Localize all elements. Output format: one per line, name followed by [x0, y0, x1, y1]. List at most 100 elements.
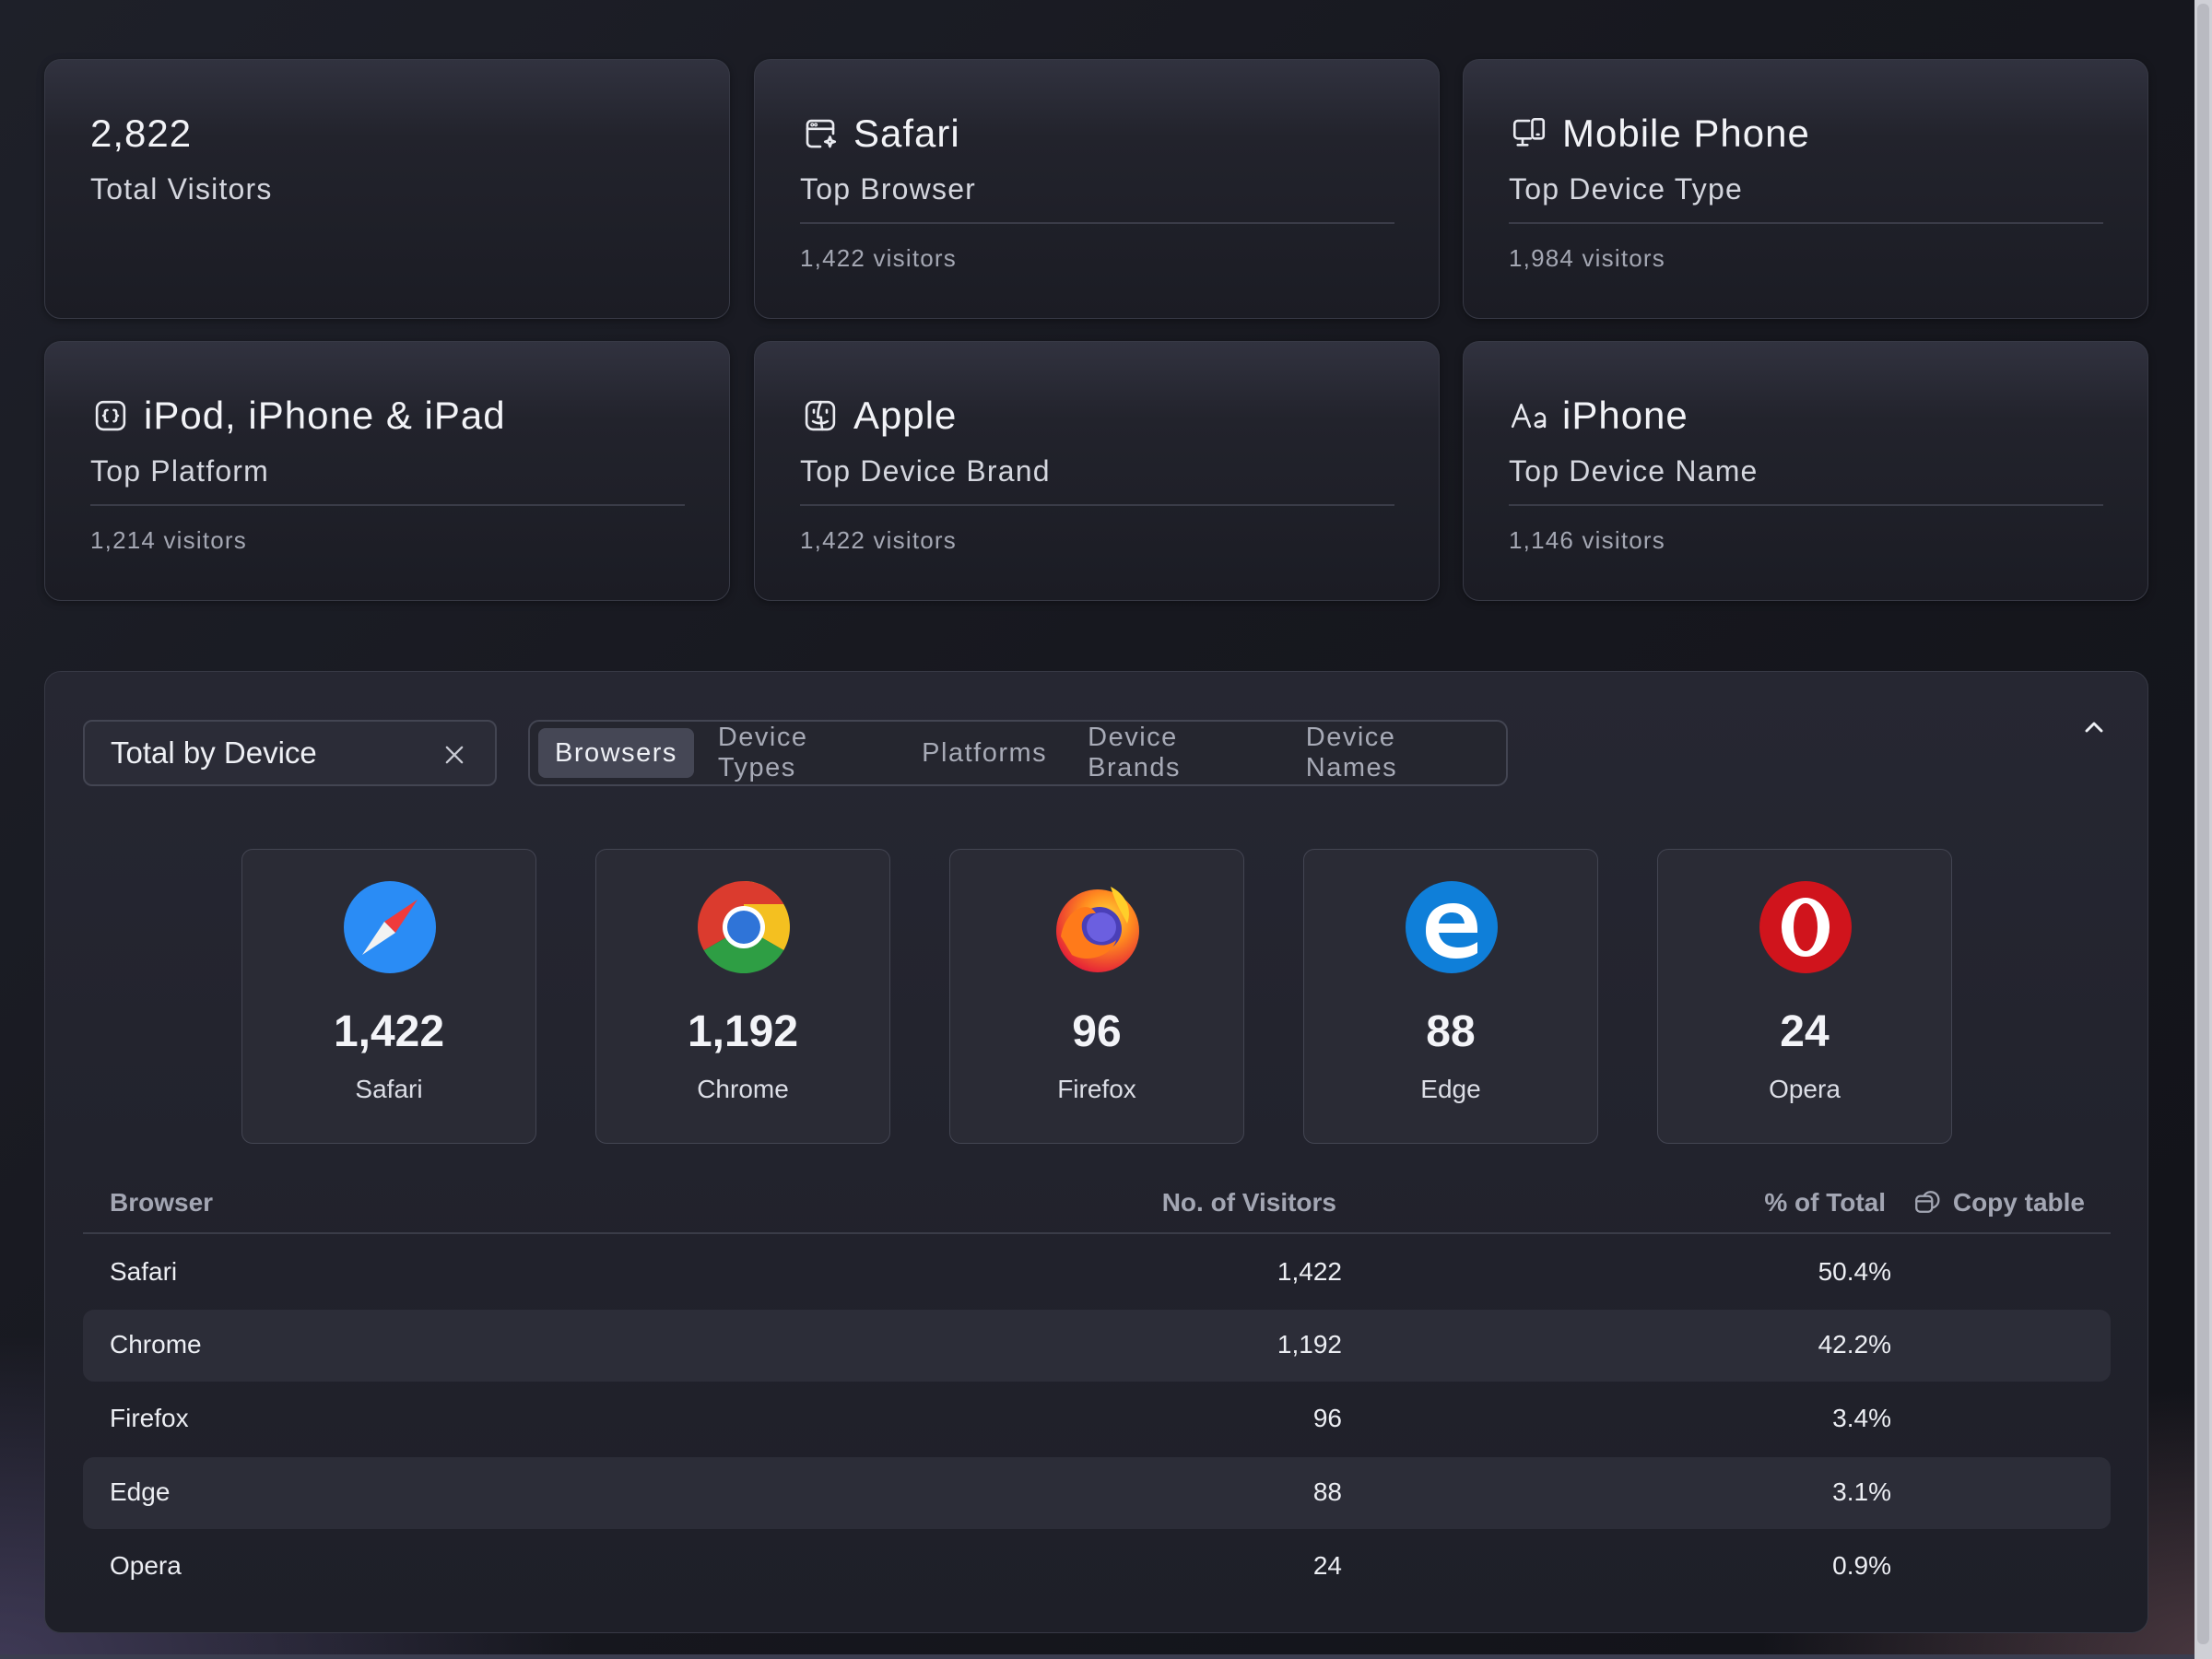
device-breakdown-panel: Total by Device Browsers Device Types Pl…: [44, 671, 2148, 1633]
stat-value-row: 2,822: [90, 108, 192, 159]
browser-count: 96: [1072, 1007, 1122, 1056]
cell-browser: Safari: [110, 1257, 178, 1286]
close-icon[interactable]: [441, 742, 467, 768]
table-row: Safari 1,422 50.4%: [83, 1237, 2111, 1309]
stat-card-top-browser: Safari Top Browser 1,422 visitors: [754, 59, 1440, 319]
cell-browser: Edge: [110, 1477, 171, 1506]
browser-name: Opera: [1769, 1075, 1841, 1103]
stat-visitors: 1,146 visitors: [1509, 526, 1665, 554]
stat-value: Safari: [853, 112, 960, 155]
browser-card-opera[interactable]: 24 Opera: [1657, 849, 1952, 1144]
code-square-icon: [90, 395, 131, 436]
tab-browsers[interactable]: Browsers: [538, 728, 694, 778]
browser-card-safari[interactable]: 1,422 Safari: [241, 849, 536, 1144]
copy-icon: [1912, 1184, 1944, 1220]
stat-value-row: Apple: [800, 390, 957, 441]
cell-percent: 3.4%: [1832, 1404, 1891, 1432]
stat-card-top-device-brand: Apple Top Device Brand 1,422 visitors: [754, 341, 1440, 601]
divider: [800, 504, 1394, 506]
browser-name: Safari: [355, 1075, 423, 1103]
browser-sparkle-icon: [800, 113, 841, 154]
browser-name: Edge: [1420, 1075, 1481, 1103]
finder-face-icon: [800, 395, 841, 436]
firefox-logo-icon: [1052, 881, 1144, 973]
stat-visitors: 1,984 visitors: [1509, 244, 1665, 272]
copy-table-label: Copy table: [1952, 1187, 2085, 1217]
stat-card-total-visitors: 2,822 Total Visitors: [44, 59, 730, 319]
chevron-up-icon[interactable]: [2079, 712, 2109, 742]
browser-card-edge[interactable]: 88 Edge: [1303, 849, 1598, 1144]
table-row: Firefox 96 3.4%: [83, 1383, 2111, 1455]
stat-visitors: 1,422 visitors: [800, 526, 957, 554]
table-row: Edge 88 3.1%: [83, 1457, 2111, 1529]
stat-label: Top Device Name: [1509, 454, 1759, 488]
tab-platforms[interactable]: Platforms: [922, 737, 1048, 768]
tab-device-names[interactable]: Device Names: [1305, 723, 1398, 782]
cell-browser: Firefox: [110, 1404, 189, 1432]
browser-count: 24: [1780, 1007, 1830, 1056]
cell-browser: Chrome: [110, 1330, 202, 1359]
safari-logo-icon: [344, 881, 436, 973]
cell-percent: 0.9%: [1832, 1551, 1891, 1580]
stat-value: 2,822: [90, 112, 193, 155]
stat-value: Apple: [853, 394, 958, 437]
table-row: Opera 24 0.9%: [83, 1531, 2111, 1603]
cell-browser: Opera: [110, 1551, 182, 1580]
filter-chip-label: Total by Device: [111, 735, 317, 770]
stat-card-top-platform: iPod, iPhone & iPad Top Platform 1,214 v…: [44, 341, 730, 601]
tab-device-types[interactable]: Device Types: [717, 723, 808, 782]
scrollbar-thumb[interactable]: [2197, 4, 2209, 1644]
stat-card-top-device-type: Mobile Phone Top Device Type 1,984 visit…: [1463, 59, 2148, 319]
cell-percent: 50.4%: [1818, 1257, 1891, 1286]
table-header: Browser No. of Visitors % of Total Copy …: [83, 1170, 2111, 1234]
stat-value: iPod, iPhone & iPad: [144, 394, 506, 437]
stat-visitors: 1,214 visitors: [90, 526, 247, 554]
scrollbar[interactable]: [2194, 0, 2212, 1659]
copy-table-button[interactable]: Copy table: [1912, 1184, 2085, 1220]
browser-card-chrome[interactable]: 1,192 Chrome: [595, 849, 890, 1144]
stat-value: Mobile Phone: [1562, 112, 1810, 155]
stat-value-row: iPod, iPhone & iPad: [90, 390, 506, 441]
text-aa-icon: [1509, 395, 1549, 436]
cell-visitors: 96: [1312, 1404, 1342, 1432]
column-header-visitors[interactable]: No. of Visitors: [1161, 1188, 1336, 1217]
edge-logo-icon: [1406, 881, 1498, 973]
stat-visitors: 1,422 visitors: [800, 244, 957, 272]
stat-label: Top Device Type: [1509, 172, 1743, 206]
table-row: Chrome 1,192 42.2%: [83, 1310, 2111, 1382]
devices-icon: [1509, 113, 1549, 154]
browser-count: 1,192: [687, 1007, 799, 1056]
divider: [800, 222, 1394, 224]
column-header-browser[interactable]: Browser: [110, 1188, 214, 1217]
opera-logo-icon: [1759, 881, 1852, 973]
cell-percent: 42.2%: [1818, 1330, 1891, 1359]
filter-chip[interactable]: Total by Device: [83, 720, 497, 786]
stat-value-row: Safari: [800, 108, 960, 159]
column-header-percent[interactable]: % of Total: [1764, 1188, 1886, 1217]
cell-percent: 3.1%: [1832, 1477, 1891, 1506]
divider: [90, 504, 685, 506]
browser-card-firefox[interactable]: 96 Firefox: [949, 849, 1244, 1144]
browser-name: Chrome: [697, 1075, 789, 1103]
browser-count: 1,422: [333, 1007, 445, 1056]
stat-card-top-device-name: iPhone Top Device Name 1,146 visitors: [1463, 341, 2148, 601]
browser-name: Firefox: [1057, 1075, 1136, 1103]
view-tabs: Browsers Device Types Platforms Device B…: [528, 720, 1508, 786]
cell-visitors: 1,422: [1277, 1257, 1342, 1286]
stat-value: iPhone: [1562, 394, 1688, 437]
stat-label: Top Platform: [90, 454, 270, 488]
stat-label: Total Visitors: [90, 172, 273, 206]
bottom-strip: [0, 1654, 2194, 1659]
divider: [1509, 222, 2103, 224]
browser-count: 88: [1426, 1007, 1476, 1056]
divider: [1509, 504, 2103, 506]
stat-value-row: Mobile Phone: [1509, 108, 1810, 159]
cell-visitors: 88: [1312, 1477, 1342, 1506]
stat-value-row: iPhone: [1509, 390, 1688, 441]
cell-visitors: 24: [1312, 1551, 1342, 1580]
tab-device-brands[interactable]: Device Brands: [1088, 723, 1182, 782]
chrome-logo-icon: [698, 881, 790, 973]
stat-label: Top Device Brand: [800, 454, 1051, 488]
stat-label: Top Browser: [800, 172, 977, 206]
cell-visitors: 1,192: [1277, 1330, 1342, 1359]
